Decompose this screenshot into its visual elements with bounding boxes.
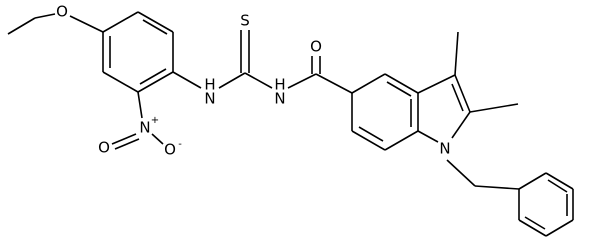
atom-label: N bbox=[204, 90, 215, 108]
bonds bbox=[7, 11, 574, 237]
atom-label: H bbox=[274, 76, 285, 94]
atom-label: N bbox=[439, 140, 450, 158]
atom-label: H bbox=[204, 76, 215, 94]
atom-label: O bbox=[56, 3, 68, 21]
atom-label: N bbox=[274, 90, 285, 108]
atom-label: S bbox=[240, 12, 250, 30]
atom-label: O bbox=[164, 141, 176, 159]
atom-label: O bbox=[310, 38, 322, 56]
charge: + bbox=[151, 115, 159, 126]
atom-label: N bbox=[139, 119, 150, 137]
charge: - bbox=[178, 139, 182, 150]
atom-label: O bbox=[98, 139, 110, 157]
